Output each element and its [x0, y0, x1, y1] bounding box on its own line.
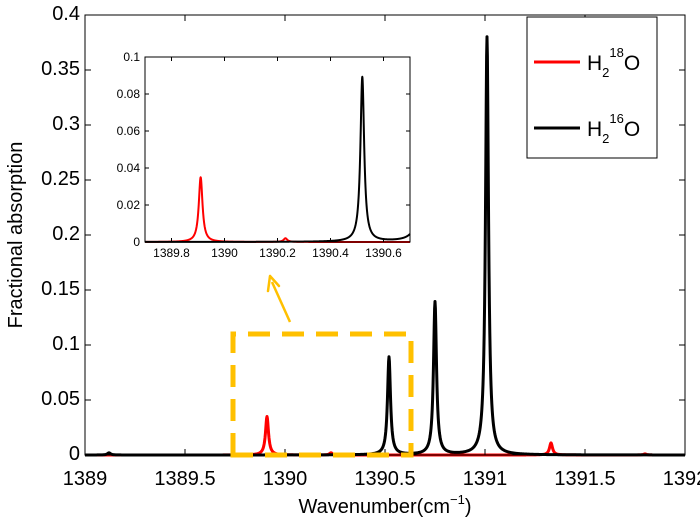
y-tick-label: 0.08: [117, 87, 141, 101]
x-tick-label: 1389: [63, 468, 108, 490]
y-tick-label: 0.1: [123, 50, 140, 64]
x-tick-label: 1389.5: [154, 468, 215, 490]
x-tick-label: 1391.5: [554, 468, 615, 490]
x-tick-label: 1392: [663, 468, 700, 490]
y-tick-label: 0.02: [117, 198, 141, 212]
y-tick-label: 0.25: [41, 168, 80, 190]
plot-area: [145, 57, 410, 242]
inset-plot: 1389.8 1390 1390.2 1390.4 1390.6 0 0.02 0.04 0.0…: [117, 50, 411, 260]
y-tick-label: 0.3: [52, 113, 80, 135]
x-tick-label: 1390: [263, 468, 308, 490]
y-axis-label: Fractional absorption: [5, 142, 27, 329]
legend: H218O H216O: [526, 16, 658, 159]
zoom-box: [230, 274, 414, 458]
arrow-shaft: [270, 281, 292, 323]
x-tick-label: 1390.2: [259, 246, 296, 260]
y-tick-label: 0: [69, 443, 80, 465]
y-tick-label: 0.06: [117, 124, 141, 138]
y-tick-label: 0.1: [52, 333, 80, 355]
x-tick-label: 1390.4: [312, 246, 349, 260]
x-tick-label: 1390: [211, 246, 238, 260]
y-tick-label: 0.05: [41, 388, 80, 410]
y-tick-label: 0.2: [52, 223, 80, 245]
y-tick-label: 0.35: [41, 58, 80, 80]
y-tick-label: 0.4: [52, 3, 80, 25]
x-tick-label: 1389.8: [153, 246, 190, 260]
legend-label-h218o: H218O: [587, 45, 640, 80]
arrow-head-icon: [266, 274, 281, 293]
x-tick-label: 1391: [463, 468, 508, 490]
y-tick-label: 0: [133, 235, 140, 249]
zoom-rectangle: [230, 331, 414, 458]
x-tick-label: 1390.5: [354, 468, 415, 490]
legend-label-h216o: H216O: [587, 111, 640, 146]
y-tick-label: 0.15: [41, 278, 80, 300]
x-tick-label: 1390.6: [365, 246, 402, 260]
x-axis-label: Wavenumber(cm−1): [298, 492, 471, 518]
y-tick-label: 0.04: [117, 161, 141, 175]
